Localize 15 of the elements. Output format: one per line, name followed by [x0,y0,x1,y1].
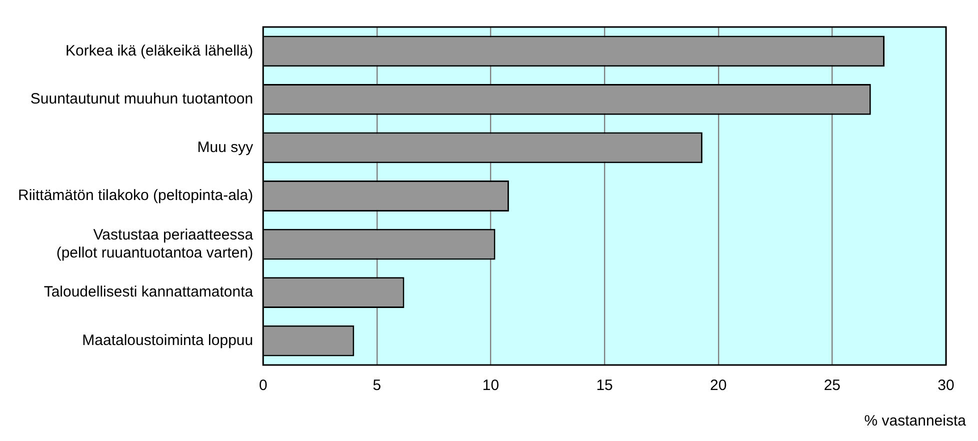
x-tick-label: 5 [372,377,382,394]
y-tick-label: Maataloustoiminta loppuu [82,332,254,349]
x-tick-label: 10 [482,377,500,394]
y-tick-label: Riittämätön tilakoko (peltopinta-ala) [18,187,254,204]
y-tick-label: Muu syy [197,138,254,156]
x-tick-label: 0 [258,377,268,394]
x-tick-label: 15 [596,377,613,394]
x-tick-label: 30 [938,377,954,394]
x-axis-title: % vastanneista [864,412,967,430]
y-tick-label: Taloudellisesti kannattamatonta [44,284,254,301]
y-tick-label: Suuntautunut muuhun tuotantoon [30,90,254,108]
y-tick-label: Korkea ikä (eläkeikä lähellä) [66,42,254,60]
x-tick-label: 25 [824,377,841,394]
y-tick-label: Vastustaa periaatteessa (pellot ruuantuotantoa varten) [56,226,254,262]
x-tick-label: 20 [710,377,727,394]
